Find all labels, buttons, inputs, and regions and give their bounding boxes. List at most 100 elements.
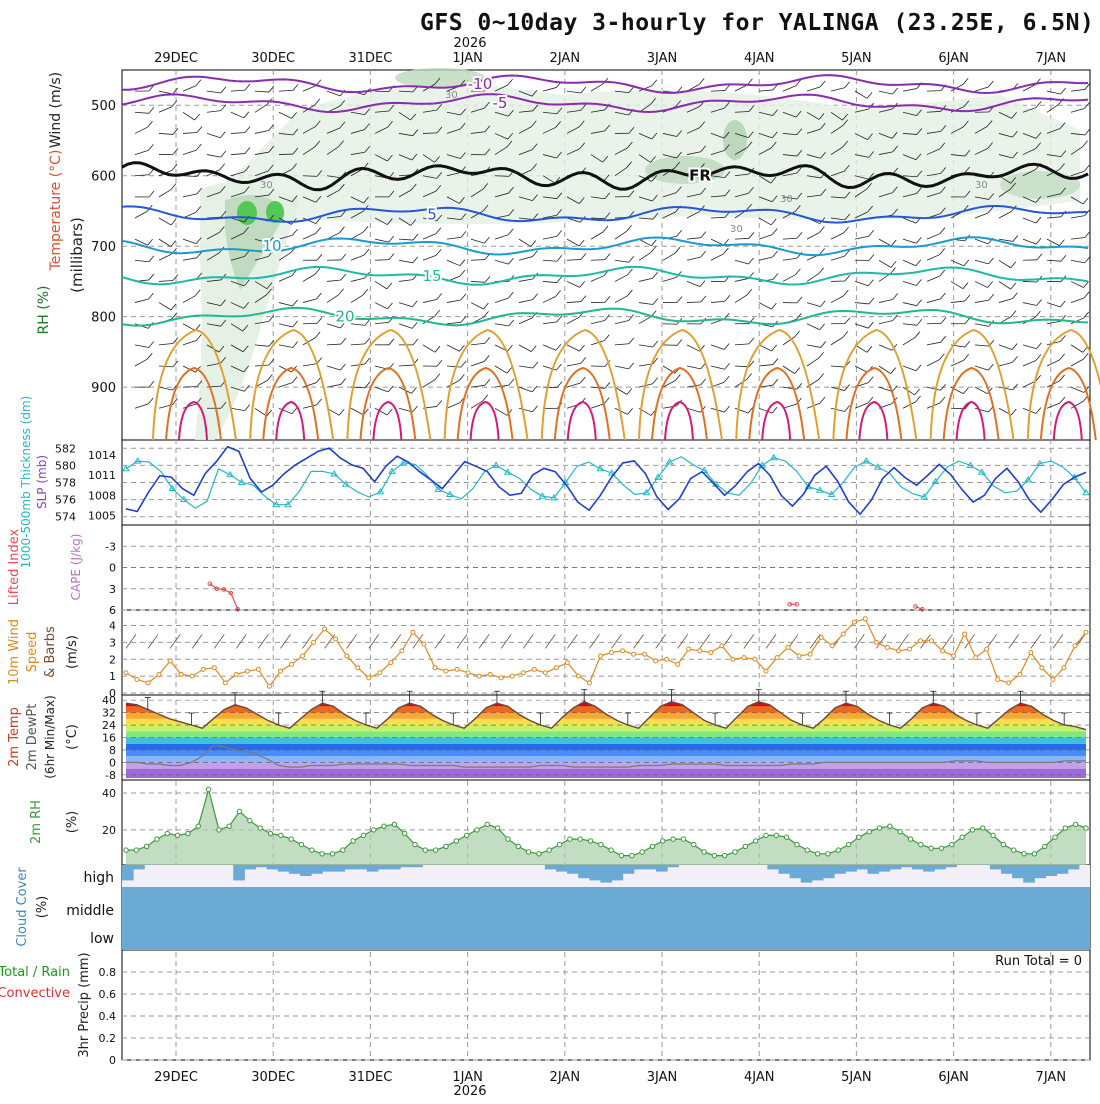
bl-isotherm (859, 402, 887, 440)
wind10-point (742, 656, 746, 660)
wind-barb (629, 363, 634, 369)
rh2m-point (464, 833, 468, 837)
wind-barb (279, 90, 293, 91)
wind-barb (653, 272, 658, 278)
wind-barb (831, 256, 844, 260)
wind-barb (1036, 217, 1041, 223)
wind-barb (509, 320, 514, 326)
cloud-high-bar (256, 865, 268, 867)
wind10-point (267, 684, 271, 688)
wind-barb (341, 338, 346, 344)
wind-barb (471, 260, 485, 261)
rh2m-point (733, 850, 737, 854)
wind10-barb (236, 634, 246, 648)
rh2m-point (681, 837, 685, 841)
rh2m-point (310, 848, 314, 852)
wind-barb (1071, 359, 1083, 366)
wind-barb (831, 296, 843, 303)
cloud-high-bar (556, 865, 568, 872)
wind-barb (845, 406, 850, 412)
rh2m-point (991, 833, 995, 837)
wind-barb (1060, 301, 1065, 307)
wind-barb (135, 175, 149, 176)
wind-barb (1060, 375, 1065, 381)
cloud-high-bar (267, 865, 279, 869)
wind10-barb (280, 634, 290, 648)
wind-barb (723, 248, 728, 254)
wind-barb (149, 191, 154, 197)
wind-barb (615, 260, 629, 262)
wind-barb (159, 254, 172, 260)
wind-barb (279, 324, 293, 327)
wind-barb (245, 405, 250, 411)
wind-barb (471, 303, 483, 309)
rh2m-point (320, 852, 324, 856)
wind10-barb (347, 634, 357, 648)
wind-barb (567, 383, 580, 387)
cloud-high-bar (1057, 865, 1069, 874)
wind-barb (532, 386, 537, 392)
rh-tick: 40 (102, 787, 116, 800)
cloud-high-bar (645, 865, 657, 869)
wind-barb (543, 296, 556, 302)
wind-barb (988, 364, 993, 370)
wind-barb (821, 341, 826, 347)
wind-barb (927, 360, 939, 366)
rh2m-point (268, 831, 272, 835)
wind-barb (999, 281, 1011, 289)
li-tick: 0 (109, 562, 116, 575)
wind-barb (220, 132, 225, 138)
wind-barb (173, 399, 178, 405)
wind-barb (855, 236, 869, 239)
bl-isotherm (360, 368, 415, 440)
label-precip-conv: Convective (0, 986, 70, 1001)
wind-barb (580, 345, 585, 351)
bl-isotherm (846, 368, 901, 440)
cloud-high-bar (856, 865, 868, 869)
cloud-level-label: low (90, 931, 114, 947)
cloud-high-bar (233, 865, 245, 880)
wind-barb (435, 374, 440, 380)
rh-contour-label: 30 (975, 180, 988, 191)
wind-barb (183, 150, 196, 154)
rh2m-point (206, 787, 210, 791)
wind-barb (869, 298, 874, 304)
wind-barb (387, 283, 392, 289)
wind-barb (1084, 292, 1089, 298)
bl-isotherm (458, 368, 513, 440)
year-top: 2026 (453, 36, 486, 51)
wind-barb (879, 345, 892, 350)
rh2m-point (805, 848, 809, 852)
cloud-high-bar (656, 865, 668, 872)
wind-barb (687, 257, 701, 260)
wind-barb (148, 144, 153, 150)
wind10-point (345, 654, 349, 658)
wind-barb (940, 228, 945, 234)
wind-barb (485, 276, 490, 282)
wind-barb (903, 324, 917, 326)
x-tick-bottom: 5JAN (841, 1070, 872, 1085)
x-tick-bottom: 2JAN (550, 1070, 581, 1085)
wind-barb (999, 260, 1011, 268)
wind-barb (303, 274, 315, 281)
wind-barb (605, 315, 610, 321)
wind-barb (1061, 88, 1066, 94)
wind-barb (711, 301, 725, 302)
wind10-point (278, 669, 282, 673)
wind10-barb (898, 634, 908, 648)
bl-isotherm (471, 402, 499, 440)
wind-barb (413, 257, 418, 263)
wind-barb (437, 400, 442, 406)
wind-barb (183, 133, 197, 134)
wind-barb (747, 79, 752, 85)
wind-barb (531, 241, 536, 247)
wind-barb (197, 127, 202, 133)
wind10-point (135, 678, 139, 682)
wind-barb (435, 310, 440, 316)
wind-barb (820, 301, 825, 307)
wind-barb (845, 82, 850, 88)
rh2m-point (299, 842, 303, 846)
wind-barb (183, 341, 196, 345)
wind-barb (759, 345, 772, 351)
cloud-high-bar (1001, 865, 1013, 874)
